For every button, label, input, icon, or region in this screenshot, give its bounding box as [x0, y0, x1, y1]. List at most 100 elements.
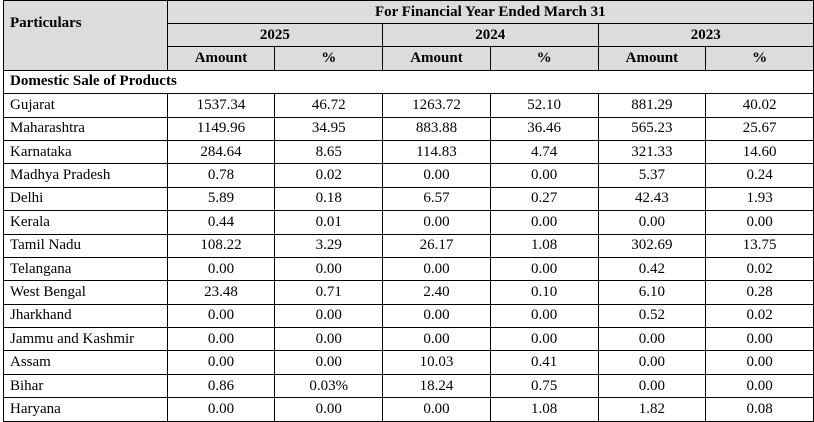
percent-cell: 0.01 — [274, 210, 384, 235]
percent-cell: 40.02 — [705, 93, 814, 118]
state-name: Kerala — [3, 210, 168, 235]
amount-cell: 0.00 — [597, 373, 707, 399]
percent-cell: 0.18 — [274, 186, 384, 212]
section-title: Domestic Sale of Products — [3, 69, 814, 95]
percent-cell: 0.00 — [705, 350, 814, 375]
year-header-2025: 2025 — [166, 22, 384, 48]
table-row: Maharashtra 1149.96 34.95 883.88 36.46 565.23… — [3, 116, 814, 141]
percent-cell: 1.08 — [489, 233, 599, 258]
amount-header: Amount — [166, 46, 276, 71]
percent-header: % — [705, 46, 814, 71]
particulars-header: Particulars — [3, 0, 168, 71]
percent-cell: 0.00 — [489, 256, 599, 282]
state-name: Haryana — [3, 397, 168, 422]
table-row: West Bengal 23.48 0.71 2.40 0.10 6.10 0.28 — [3, 280, 814, 305]
percent-cell: 3.29 — [274, 233, 384, 258]
year-header-2023: 2023 — [597, 22, 814, 48]
percent-cell: 0.27 — [489, 186, 599, 212]
percent-cell: 34.95 — [274, 116, 384, 141]
amount-cell: 114.83 — [382, 139, 491, 165]
table-row: Karnataka 284.64 8.65 114.83 4.74 321.33 14.60 — [3, 139, 814, 165]
percent-cell: 0.00 — [489, 303, 599, 329]
percent-header: % — [489, 46, 599, 71]
percent-cell: 8.65 — [274, 139, 384, 165]
amount-cell: 5.89 — [166, 186, 276, 212]
amount-cell: 10.03 — [382, 350, 491, 375]
table-row: Madhya Pradesh 0.78 0.02 0.00 0.00 5.37 0.24 — [3, 163, 814, 188]
percent-cell: 0.10 — [489, 280, 599, 305]
table-row: Telangana 0.00 0.00 0.00 0.00 0.42 0.02 — [3, 256, 814, 282]
amount-cell: 0.44 — [166, 210, 276, 235]
percent-cell: 0.00 — [274, 303, 384, 329]
table-row: Delhi 5.89 0.18 6.57 0.27 42.43 1.93 — [3, 186, 814, 212]
percent-header: % — [274, 46, 384, 71]
amount-cell: 284.64 — [166, 139, 276, 165]
percent-cell: 0.00 — [274, 256, 384, 282]
table-row: Tamil Nadu 108.22 3.29 26.17 1.08 302.69 13.75 — [3, 233, 814, 258]
table-row: Kerala 0.44 0.01 0.00 0.00 0.00 0.00 — [3, 210, 814, 235]
percent-cell: 0.08 — [705, 397, 814, 422]
percent-cell: 0.02 — [274, 163, 384, 188]
amount-cell: 0.00 — [382, 210, 491, 235]
amount-cell: 6.10 — [597, 280, 707, 305]
amount-header: Amount — [597, 46, 707, 71]
amount-cell: 0.00 — [597, 327, 707, 352]
percent-cell: 0.71 — [274, 280, 384, 305]
amount-cell: 18.24 — [382, 373, 491, 399]
percent-cell: 0.02 — [705, 256, 814, 282]
state-name: Jharkhand — [3, 303, 168, 329]
table-row: Gujarat 1537.34 46.72 1263.72 52.10 881.29 40.… — [3, 93, 814, 118]
percent-cell: 4.74 — [489, 139, 599, 165]
table-row: Bihar 0.86 0.03% 18.24 0.75 0.00 0.00 — [3, 373, 814, 399]
amount-cell: 0.00 — [382, 256, 491, 282]
state-name: Maharashtra — [3, 116, 168, 141]
amount-cell: 0.00 — [166, 327, 276, 352]
amount-cell: 1.82 — [597, 397, 707, 422]
percent-cell: 0.00 — [489, 210, 599, 235]
amount-cell: 1263.72 — [382, 93, 491, 118]
percent-cell: 0.24 — [705, 163, 814, 188]
amount-cell: 42.43 — [597, 186, 707, 212]
percent-cell: 46.72 — [274, 93, 384, 118]
amount-cell: 6.57 — [382, 186, 491, 212]
amount-cell: 881.29 — [597, 93, 707, 118]
table-row: Assam 0.00 0.00 10.03 0.41 0.00 0.00 — [3, 350, 814, 375]
amount-cell: 0.00 — [166, 397, 276, 422]
state-name: Bihar — [3, 373, 168, 399]
percent-cell: 0.75 — [489, 373, 599, 399]
amount-cell: 0.00 — [166, 303, 276, 329]
amount-cell: 0.00 — [382, 397, 491, 422]
percent-cell: 0.00 — [274, 350, 384, 375]
amount-cell: 0.78 — [166, 163, 276, 188]
amount-cell: 1537.34 — [166, 93, 276, 118]
amount-cell: 0.00 — [166, 256, 276, 282]
state-name: Delhi — [3, 186, 168, 212]
amount-cell: 0.00 — [597, 350, 707, 375]
amount-cell: 0.86 — [166, 373, 276, 399]
amount-header: Amount — [382, 46, 491, 71]
amount-cell: 0.52 — [597, 303, 707, 329]
percent-cell: 0.00 — [705, 327, 814, 352]
period-title: For Financial Year Ended March 31 — [166, 0, 814, 24]
percent-cell: 1.93 — [705, 186, 814, 212]
percent-cell: 13.75 — [705, 233, 814, 258]
amount-cell: 321.33 — [597, 139, 707, 165]
amount-cell: 0.00 — [382, 163, 491, 188]
amount-cell: 0.42 — [597, 256, 707, 282]
amount-cell: 1149.96 — [166, 116, 276, 141]
table-row: Jharkhand 0.00 0.00 0.00 0.00 0.52 0.02 — [3, 303, 814, 329]
state-name: Gujarat — [3, 93, 168, 118]
table-row: Jammu and Kashmir 0.00 0.00 0.00 0.00 0.00 0.0… — [3, 327, 814, 352]
state-name: Jammu and Kashmir — [3, 327, 168, 352]
percent-cell: 0.00 — [489, 327, 599, 352]
amount-cell: 0.00 — [597, 210, 707, 235]
percent-cell: 0.00 — [705, 373, 814, 399]
percent-cell: 0.03% — [274, 373, 384, 399]
state-name: Tamil Nadu — [3, 233, 168, 258]
amount-cell: 565.23 — [597, 116, 707, 141]
amount-cell: 0.00 — [382, 327, 491, 352]
table-row: Haryana 0.00 0.00 0.00 1.08 1.82 0.08 — [3, 397, 814, 422]
percent-cell: 0.41 — [489, 350, 599, 375]
year-header-2024: 2024 — [382, 22, 599, 48]
percent-cell: 36.46 — [489, 116, 599, 141]
